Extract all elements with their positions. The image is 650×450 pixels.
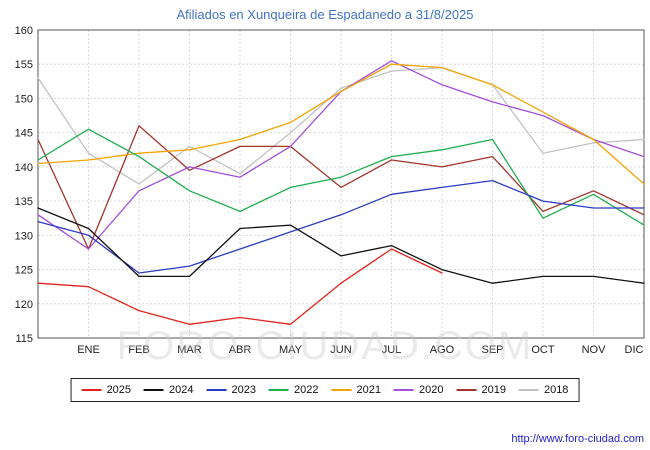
footer-link[interactable]: http://www.foro-ciudad.com bbox=[511, 433, 644, 445]
legend-item-2018: 2018 bbox=[518, 384, 569, 396]
legend-label-2020: 2020 bbox=[418, 384, 444, 396]
series-line-2025 bbox=[37, 248, 443, 325]
y-tick-label: 150 bbox=[15, 93, 33, 105]
legend-swatch-2023 bbox=[206, 389, 227, 391]
series-line-2018 bbox=[37, 66, 645, 185]
x-tick-label: MAR bbox=[177, 344, 202, 356]
legend-swatch-2018 bbox=[518, 389, 539, 391]
series-line-2024 bbox=[37, 207, 645, 284]
series-line-2022 bbox=[37, 128, 645, 226]
legend-label-2024: 2024 bbox=[169, 384, 194, 396]
x-tick-label: SEP bbox=[481, 344, 503, 356]
x-tick-label: DIC bbox=[625, 344, 644, 356]
legend-swatch-2024 bbox=[144, 389, 165, 391]
series-line-2019 bbox=[37, 125, 645, 250]
legend-label-2025: 2025 bbox=[106, 384, 132, 396]
legend-label-2018: 2018 bbox=[543, 384, 569, 396]
legend-item-2023: 2023 bbox=[206, 384, 257, 396]
y-tick-label: 140 bbox=[15, 162, 33, 174]
legend-swatch-2020 bbox=[393, 389, 414, 391]
legend-item-2025: 2025 bbox=[81, 384, 132, 396]
x-tick-label: ABR bbox=[229, 344, 252, 356]
legend-item-2019: 2019 bbox=[456, 384, 506, 396]
y-tick-label: 130 bbox=[15, 230, 33, 242]
y-tick-label: 120 bbox=[15, 299, 33, 311]
series-line-2021 bbox=[37, 63, 645, 185]
y-tick-label: 160 bbox=[15, 25, 33, 37]
legend-swatch-2021 bbox=[331, 389, 352, 391]
y-tick-label: 125 bbox=[15, 265, 33, 277]
legend-item-2020: 2020 bbox=[393, 384, 444, 396]
legend-label-2022: 2022 bbox=[294, 384, 319, 396]
x-tick-label: ENE bbox=[77, 344, 100, 356]
legend-item-2022: 2022 bbox=[269, 384, 319, 396]
legend-item-2021: 2021 bbox=[331, 384, 381, 396]
legend-item-2024: 2024 bbox=[144, 384, 194, 396]
x-tick-label: MAY bbox=[279, 344, 303, 356]
y-tick-label: 145 bbox=[15, 128, 33, 140]
x-tick-label: JUL bbox=[382, 344, 402, 356]
x-tick-label: OCT bbox=[531, 344, 555, 356]
x-tick-label: AGO bbox=[430, 344, 455, 356]
legend-swatch-2025 bbox=[81, 389, 102, 391]
legend-label-2019: 2019 bbox=[481, 384, 506, 396]
chart-title: Afiliados en Xunqueira de Espadanedo a 3… bbox=[176, 7, 474, 22]
y-tick-label: 155 bbox=[15, 59, 33, 71]
legend: 2025 2024 2023 2022 2021 2020 2019 2018 bbox=[70, 378, 580, 402]
legend-swatch-2022 bbox=[269, 389, 290, 391]
y-tick-label: 135 bbox=[15, 196, 33, 208]
x-tick-label: JUN bbox=[330, 344, 351, 356]
x-tick-label: NOV bbox=[582, 344, 607, 356]
series-line-2023 bbox=[37, 179, 645, 274]
x-tick-label: FEB bbox=[128, 344, 149, 356]
legend-label-2021: 2021 bbox=[356, 384, 381, 396]
legend-swatch-2019 bbox=[456, 389, 477, 391]
legend-label-2023: 2023 bbox=[231, 384, 257, 396]
y-tick-label: 115 bbox=[15, 333, 33, 345]
